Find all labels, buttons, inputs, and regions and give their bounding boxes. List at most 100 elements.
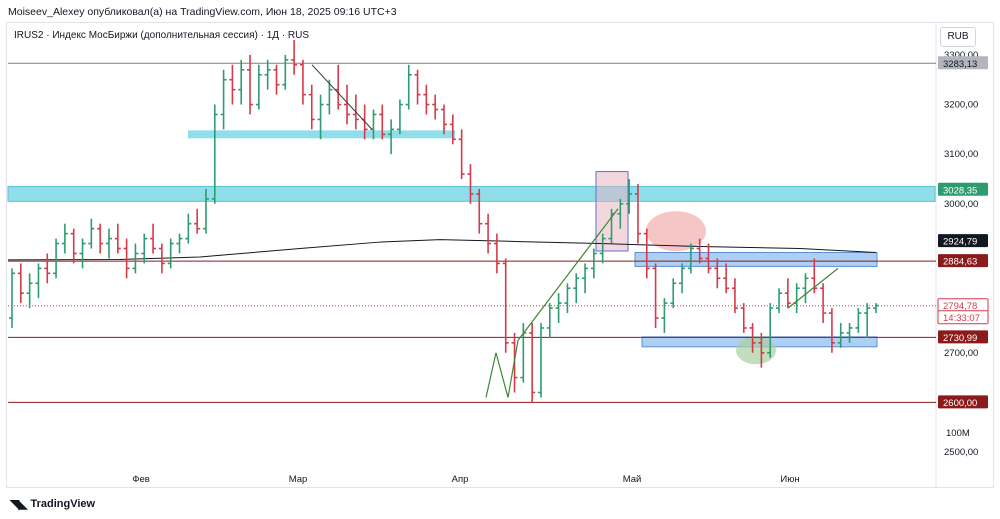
ohlc-bar: [564, 283, 571, 314]
price-tag-bg-7: [938, 395, 988, 409]
ohlc-bar: [634, 183, 641, 244]
ohlc-bar: [449, 114, 456, 145]
price-tag-5: 14:33:07: [943, 313, 980, 324]
ohlc-bar: [758, 332, 765, 368]
x-tick-label-1: Мар: [289, 474, 308, 485]
x-tick-label-2: Апр: [452, 474, 469, 485]
y-tick-label: 3300,00: [944, 50, 978, 61]
ohlc-bar: [299, 59, 306, 105]
ohlc-bar: [414, 69, 421, 105]
price-tag-1: 3028,35: [943, 185, 977, 196]
ohlc-bar: [476, 188, 483, 234]
ohlc-bar: [546, 303, 553, 338]
ohlc-bar: [846, 322, 853, 343]
x-tick-label-3: Май: [623, 474, 642, 485]
currency-button[interactable]: RUB: [940, 27, 976, 47]
ohlc-bar: [537, 322, 544, 398]
ohlc-bar: [79, 238, 86, 269]
y-tick-label: 3200,00: [944, 100, 978, 111]
trend-line-march: [311, 64, 373, 130]
ohlc-bar: [114, 223, 121, 254]
symbol-title: IRUS2 · Индекс МосБиржи (дополнительная …: [14, 30, 310, 41]
ohlc-bar: [70, 228, 77, 264]
price-tag-3: 2884,63: [943, 257, 977, 268]
ohlc-bar: [617, 198, 624, 229]
x-tick-label-0: Фев: [132, 474, 150, 485]
ohlc-bar: [696, 238, 703, 264]
publisher-caption: Moiseev_Alexey опубликовал(а) на Trading…: [8, 6, 397, 18]
ohlc-bar: [158, 243, 165, 274]
ohlc-bar: [679, 263, 686, 294]
ohlc-bar: [105, 228, 112, 259]
ohlc-bar: [485, 213, 492, 254]
ohlc-bar: [344, 84, 351, 125]
ohlc-bar: [740, 303, 747, 333]
price-tag-0: 3283,13: [943, 59, 977, 70]
ohlc-bar: [202, 188, 209, 234]
price-tag-bg-1: [938, 182, 988, 196]
ohlc-bar: [502, 258, 509, 353]
trend-line-april-low: [485, 340, 519, 398]
highlight-ellipse-may: [646, 211, 706, 252]
price-tag-6: 2730,99: [943, 333, 977, 344]
price-tag-bg-5: [937, 310, 989, 325]
ohlc-bar: [53, 238, 60, 279]
ohlc-bar: [423, 84, 430, 115]
ohlc-bar: [211, 104, 218, 204]
ohlc-bar: [555, 293, 562, 323]
y-tick-label: 2700,00: [944, 348, 978, 359]
ohlc-bar: [176, 233, 183, 254]
ohlc-bar: [379, 104, 386, 140]
ohlc-bar: [687, 243, 694, 274]
ohlc-bar: [652, 263, 659, 328]
tradingview-mark-icon: ◥◣: [10, 497, 27, 511]
ohlc-bar: [35, 263, 42, 299]
ohlc-bar: [132, 243, 139, 274]
resistance-zone-march: [188, 130, 455, 139]
ohlc-bar: [194, 208, 201, 234]
ohlc-bar: [167, 238, 174, 269]
ohlc-bar: [88, 218, 95, 249]
ohlc-bar: [141, 233, 148, 264]
ohlc-bar: [9, 268, 15, 328]
ohlc-bar: [731, 278, 738, 314]
ohlc-bar: [626, 179, 633, 214]
ohlc-bar: [723, 263, 730, 294]
ohlc-bar: [828, 308, 835, 353]
ohlc-bar: [61, 223, 68, 254]
ohlc-bar: [291, 40, 298, 75]
price-tag-4: 2794,78: [943, 301, 977, 312]
tradingview-logo[interactable]: ◥◣ TradingView: [10, 497, 95, 511]
price-tag-bg-6: [938, 330, 988, 344]
ohlc-bar: [776, 288, 783, 314]
ohlc-bar: [802, 273, 809, 304]
ohlc-bar: [396, 99, 403, 135]
y-tick-label: 3100,00: [944, 149, 978, 160]
ohlc-bar: [282, 54, 289, 90]
ohlc-bar: [599, 233, 606, 264]
resistance-zone-may: [634, 251, 878, 267]
x-tick-label-4: Июн: [780, 474, 799, 485]
ohlc-bar: [864, 303, 871, 338]
ohlc-bar: [837, 322, 844, 348]
tradingview-brand-label: TradingView: [30, 498, 96, 510]
ohlc-bar: [458, 129, 465, 180]
ohlc-bar: [820, 283, 827, 323]
price-tag-7: 2600,00: [943, 398, 977, 409]
highlight-ellipse-june: [736, 336, 776, 365]
ohlc-bar: [793, 283, 800, 314]
ohlc-bar: [855, 308, 862, 333]
ohlc-bar: [661, 298, 668, 333]
ohlc-bar: [432, 94, 439, 120]
ohlc-bar: [582, 263, 589, 294]
ohlc-bar: [97, 223, 104, 254]
moving-average-line: [7, 239, 877, 261]
y-tick-label: 2500,00: [944, 447, 978, 458]
ohlc-bar: [26, 273, 33, 309]
ohlc-bar: [441, 104, 447, 135]
price-tag-bg-2: [938, 234, 988, 248]
ohlc-bar: [317, 94, 324, 140]
ohlc-bar: [220, 69, 227, 130]
ohlc-bar: [405, 64, 412, 110]
